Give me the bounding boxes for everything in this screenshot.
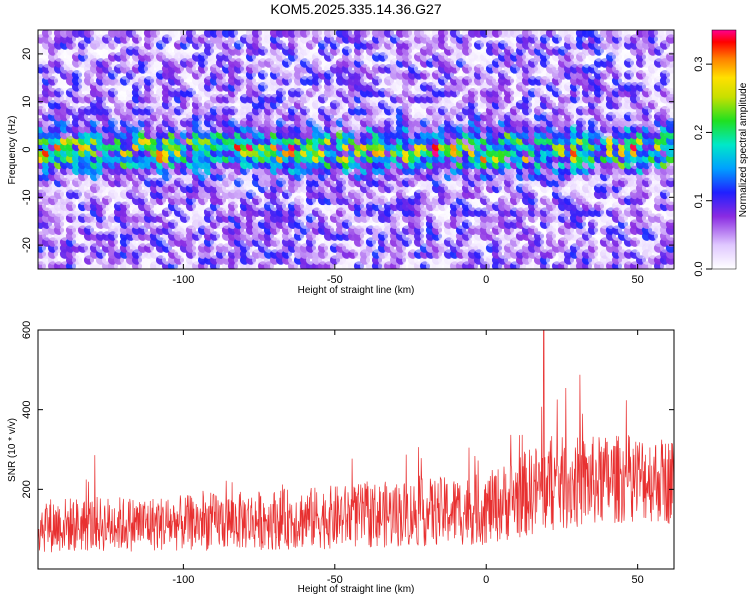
y-tick-label: 0 bbox=[21, 146, 33, 152]
y-tick-label: 10 bbox=[21, 96, 33, 108]
heatmap-cells bbox=[38, 30, 674, 269]
colorbar-tick-label: 0.0 bbox=[693, 261, 705, 276]
x-tick-label: 0 bbox=[483, 574, 489, 586]
y-tick-label: 20 bbox=[21, 48, 33, 60]
chart-title: KOM5.2025.335.14.36.G27 bbox=[270, 1, 441, 17]
y-tick-label: 600 bbox=[21, 321, 33, 339]
y-tick-label: 400 bbox=[21, 400, 33, 418]
colorbar: 0.0 0.1 0.2 0.3 Normalized spectral amplitu… bbox=[693, 29, 749, 277]
colorbar-tick-label: 0.3 bbox=[693, 56, 705, 71]
x-tick-label: -100 bbox=[172, 574, 194, 586]
snr-series-line bbox=[38, 330, 674, 553]
colorbar-gradient bbox=[711, 29, 737, 270]
bottom-y-axis-label: SNR (10 * v/v) bbox=[7, 418, 18, 482]
y-tick-label: -10 bbox=[21, 189, 33, 205]
bottom-x-axis-label: Height of straight line (km) bbox=[298, 584, 415, 595]
colorbar-tick-label: 0.1 bbox=[693, 193, 705, 208]
bottom-x-axis: -100 -50 0 50 bbox=[172, 330, 644, 586]
y-tick-label: 200 bbox=[21, 480, 33, 498]
x-tick-label: 50 bbox=[632, 574, 644, 586]
colorbar-label: Normalized spectral amplitude bbox=[738, 82, 749, 217]
x-tick-label: 0 bbox=[483, 274, 489, 286]
colorbar-ticks: 0.0 0.1 0.2 0.3 bbox=[693, 56, 712, 277]
x-tick-label: -100 bbox=[172, 274, 194, 286]
top-y-axis-label: Frequency (Hz) bbox=[7, 116, 18, 185]
top-x-axis-label: Height of straight line (km) bbox=[298, 285, 415, 296]
y-tick-label: -20 bbox=[21, 237, 33, 253]
colorbar-tick-label: 0.2 bbox=[693, 125, 705, 140]
x-tick-label: 50 bbox=[632, 274, 644, 286]
